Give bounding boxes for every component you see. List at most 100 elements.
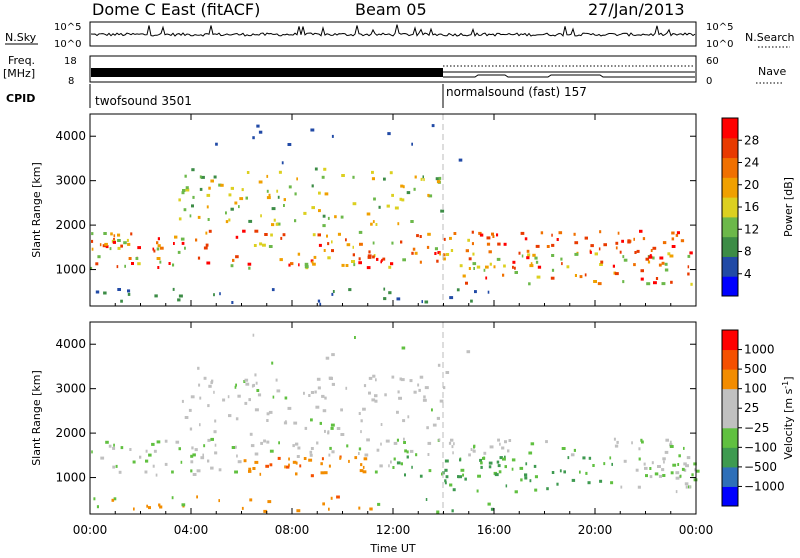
power-cell: [419, 235, 422, 238]
power-cell: [340, 215, 344, 219]
power-cell: [327, 242, 330, 246]
power-cell: [524, 237, 528, 241]
power-cell: [97, 255, 101, 259]
power-cell: [594, 252, 598, 256]
power-colorbar-cells: [722, 118, 738, 297]
power-cell: [191, 168, 195, 172]
velocity-cell: [675, 490, 678, 494]
power-cell: [512, 260, 516, 264]
velocity-cell: [694, 468, 696, 472]
velocity-cell: [677, 463, 680, 466]
power-cell: [412, 247, 416, 251]
power-cell: [177, 298, 181, 302]
velocity-cell: [159, 505, 163, 509]
power-cell: [372, 255, 375, 259]
velocity-cell: [175, 440, 180, 444]
power-cell: [366, 212, 371, 216]
power-cell: [90, 266, 93, 270]
velocity-cell: [419, 474, 423, 478]
velocity-cell: [112, 446, 116, 450]
power-colorbar-swatch-2: [722, 236, 738, 257]
power-cell: [113, 238, 115, 241]
power-cell: [526, 249, 530, 253]
power-cell: [228, 218, 231, 222]
power-cell: [206, 205, 209, 209]
velocity-cell: [438, 438, 441, 442]
power-cell: [120, 244, 123, 248]
velocity-cell: [444, 481, 447, 485]
power-cell: [639, 229, 643, 233]
power-cell: [590, 244, 594, 248]
velocity-cell: [504, 465, 507, 469]
power-colorbar-tick-label-2: 12: [744, 222, 759, 236]
velocity-cell: [188, 408, 192, 412]
velocity-cell: [360, 463, 363, 467]
velocity-cell: [237, 460, 242, 464]
velocity-cell: [213, 430, 217, 434]
power-cell: [492, 235, 495, 238]
velocity-cell: [283, 421, 288, 425]
velocity-cell: [587, 481, 591, 485]
velocity-cell: [363, 384, 367, 388]
velocity-cell: [266, 419, 269, 422]
velocity-frame: [89, 321, 697, 515]
date-title: 27/Jan/2013: [588, 0, 685, 19]
velocity-cell: [271, 361, 274, 365]
velocity-cell: [146, 504, 148, 508]
velocity-cell: [391, 375, 395, 379]
power-cell: [465, 249, 469, 253]
velocity-cell: [272, 395, 275, 399]
power-cell: [421, 300, 423, 304]
velocity-cell: [559, 469, 562, 473]
velocity-cell: [681, 467, 685, 471]
velocity-cell: [635, 468, 639, 472]
power-cell: [459, 264, 463, 268]
velocity-cell: [448, 441, 452, 445]
power-cell: [327, 256, 331, 260]
power-cell: [534, 256, 538, 260]
power-cell: [471, 230, 474, 234]
power-cell: [453, 232, 457, 235]
velocity-cell: [423, 395, 426, 399]
power-cell: [612, 264, 615, 268]
velocity-colorbar-swatch-1: [722, 466, 738, 487]
velocity-cell: [208, 384, 212, 388]
velocity-cell: [504, 455, 506, 459]
power-cell: [551, 268, 555, 272]
velocity-cell: [693, 462, 697, 466]
velocity-colorbar-label: Velocity [m s-1]: [781, 376, 795, 459]
power-cell: [546, 245, 550, 248]
velocity-cell: [497, 464, 501, 468]
power-cell: [512, 265, 514, 269]
velocity-cell: [393, 441, 398, 445]
velocity-cell: [441, 472, 443, 476]
velocity-cell: [613, 437, 616, 441]
power-cell: [352, 245, 354, 249]
velocity-cell: [336, 495, 340, 499]
velocity-cell: [327, 430, 330, 434]
velocity-cell: [237, 394, 241, 398]
power-cell: [483, 268, 486, 272]
velocity-cell: [551, 471, 555, 474]
velocity-cell: [113, 497, 117, 501]
power-cell: [521, 254, 524, 258]
power-cell: [137, 262, 141, 266]
power-cell: [103, 232, 107, 235]
velocity-cell: [669, 443, 673, 447]
power-cell: [680, 239, 685, 243]
power-cell: [388, 291, 392, 295]
velocity-cell: [145, 459, 149, 463]
power-cell: [248, 266, 251, 270]
velocity-cell: [292, 444, 295, 448]
power-colorbar-swatch-5: [722, 177, 738, 198]
velocity-cell: [393, 457, 396, 461]
velocity-cell: [292, 460, 297, 464]
velocity-cell: [371, 398, 376, 402]
power-cell: [514, 266, 516, 270]
velocity-cell: [459, 458, 462, 462]
velocity-cell: [331, 450, 335, 454]
power-cell: [230, 207, 234, 211]
power-cell: [225, 211, 227, 215]
velocity-cell: [244, 401, 248, 405]
velocity-cell: [93, 497, 96, 501]
